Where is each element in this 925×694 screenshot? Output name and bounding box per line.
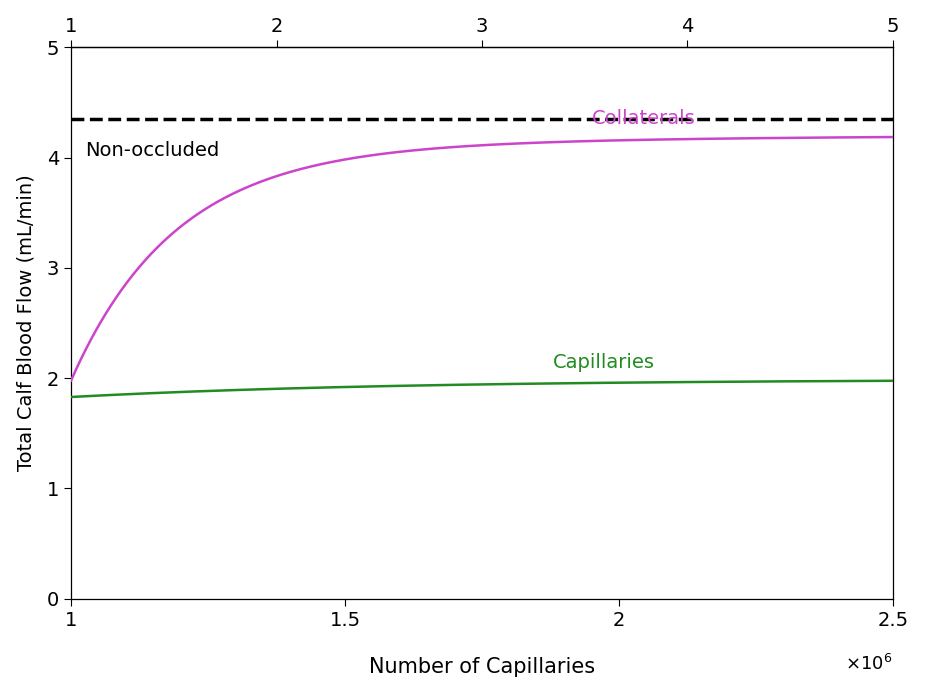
X-axis label: Number of Capillaries: Number of Capillaries: [369, 657, 595, 677]
Text: Capillaries: Capillaries: [553, 353, 655, 371]
Y-axis label: Total Calf Blood Flow (mL/min): Total Calf Blood Flow (mL/min): [17, 175, 36, 471]
Text: Non-occluded: Non-occluded: [85, 141, 219, 160]
Text: $\times10^6$: $\times10^6$: [845, 654, 893, 674]
Text: Collaterals: Collaterals: [591, 109, 696, 128]
